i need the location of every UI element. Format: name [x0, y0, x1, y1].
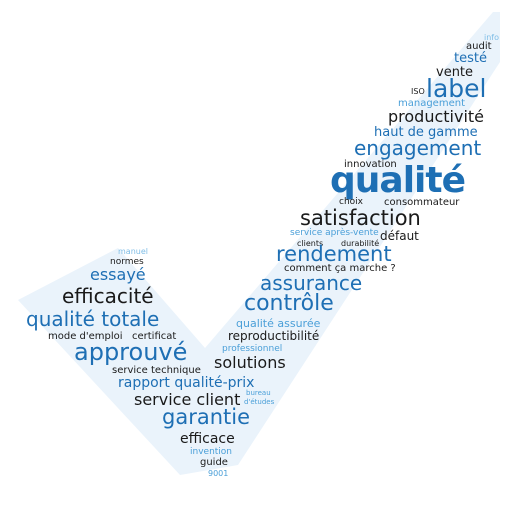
word-qualite-totale: qualité totale [26, 307, 160, 331]
word-vente: vente [436, 65, 474, 80]
word-audit: audit [466, 41, 492, 52]
word-clients: clients [297, 239, 324, 248]
word-9001: 9001 [208, 469, 229, 478]
word-essaye: essayé [90, 265, 146, 284]
word-consommateur: consommateur [384, 197, 460, 208]
word-teste: testé [454, 51, 487, 66]
word-invention: invention [190, 447, 233, 457]
word-qualite: qualité [330, 160, 466, 201]
word-controle: contrôle [244, 291, 334, 316]
word-defaut: défaut [380, 229, 419, 243]
word-approuve: approuvé [74, 338, 188, 366]
word-productivite: productivité [388, 107, 485, 126]
word-rendement: rendement [276, 242, 392, 266]
word-management: management [398, 98, 465, 109]
word-certificat: certificat [132, 331, 177, 342]
word-innovation: innovation [344, 159, 397, 170]
word-durabilite: durabilité [341, 239, 380, 248]
word-label: label [426, 74, 487, 103]
word-normes: normes [110, 257, 144, 267]
word-bureau: bureau [246, 389, 271, 397]
word-solutions: solutions [214, 353, 286, 372]
word-iso: ISO [411, 87, 425, 96]
word-service-apres-vente: service après-vente [290, 228, 379, 238]
word-reproductibilite: reproductibilité [228, 329, 320, 343]
word-info: info [484, 33, 500, 42]
word-comment-ca-marche: comment ça marche ? [284, 263, 396, 274]
word-garantie: garantie [162, 405, 250, 429]
word-manuel: manuel [118, 247, 148, 256]
word-rapport-qualite-prix: rapport qualité-prix [118, 375, 255, 391]
word-engagement: engagement [354, 136, 482, 160]
word-efficacite: efficacité [62, 284, 154, 308]
word-d-etudes: d'études [244, 398, 275, 406]
word-assurance: assurance [260, 271, 363, 295]
word-qualite-assuree: qualité assurée [236, 317, 321, 330]
word-service-client: service client [134, 390, 241, 409]
word-choix: choix [339, 197, 363, 207]
word-satisfaction: satisfaction [300, 206, 421, 230]
word-haut-de-gamme: haut de gamme [374, 125, 478, 140]
word-guide: guide [200, 457, 228, 468]
word-service-technique: service technique [112, 365, 201, 376]
word-professionnel: professionnel [222, 344, 283, 354]
word-efficace: efficace [180, 431, 235, 447]
word-mode-emploi: mode d'emploi [48, 331, 123, 342]
